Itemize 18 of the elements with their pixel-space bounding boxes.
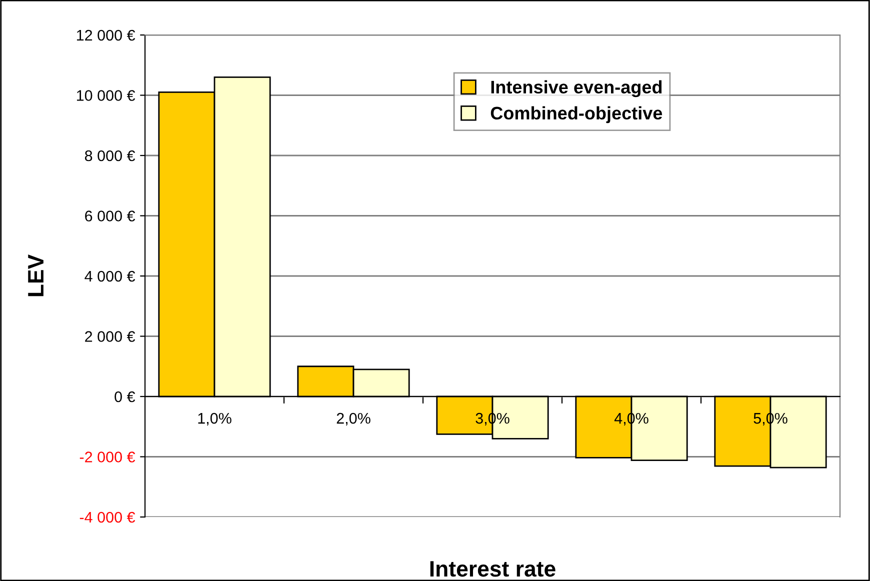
- x-tick-label: 5,0%: [754, 412, 788, 426]
- y-tick-label: -4 000 €: [80, 512, 136, 523]
- y-tick-label: 0 €: [114, 391, 136, 402]
- x-tick-label: 3,0%: [476, 412, 510, 426]
- x-axis-title: Interest rate: [430, 561, 556, 577]
- y-tick-label: -2 000 €: [80, 452, 136, 462]
- y-tick-label: 4 000 €: [84, 270, 136, 282]
- legend-label: Combined-objective: [490, 106, 662, 124]
- y-tick-label: 8 000 €: [84, 150, 136, 162]
- legend-label: Intensive even-aged: [491, 80, 662, 98]
- x-tick-label: 2,0%: [336, 412, 370, 426]
- x-tick-label: 4,0%: [614, 412, 648, 426]
- y-tick-label: 12 000 €: [76, 30, 136, 41]
- x-tick-label: 1,0%: [198, 412, 232, 426]
- y-tick-label: 6 000 €: [85, 210, 136, 222]
- y-tick-label: 10 000 €: [76, 90, 136, 101]
- y-tick-label: 2 000 €: [85, 331, 136, 342]
- y-axis-title: LEV: [28, 254, 44, 296]
